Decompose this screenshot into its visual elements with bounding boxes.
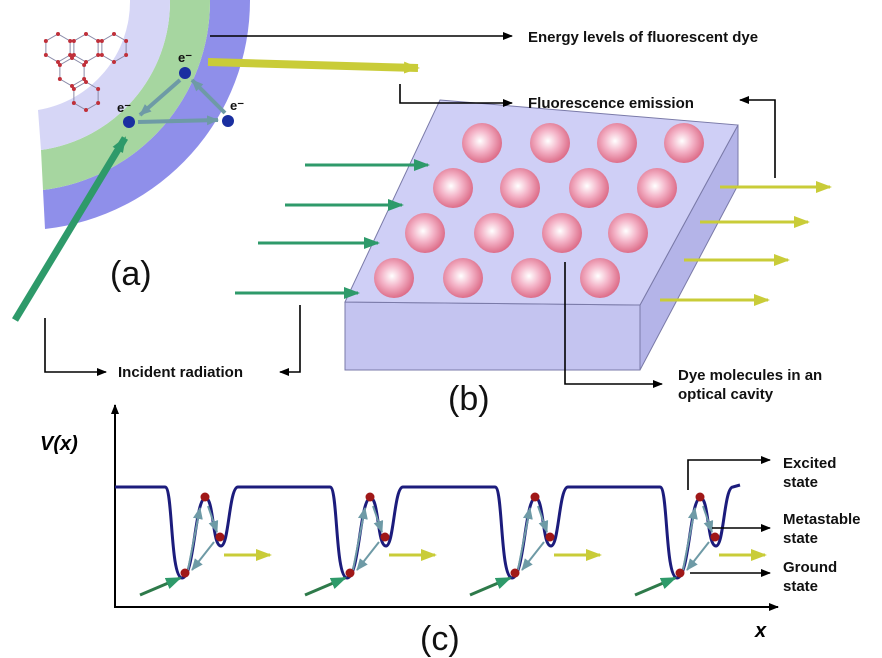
state-dot	[381, 533, 390, 542]
dye-sphere	[443, 258, 483, 298]
dye-sphere	[530, 123, 570, 163]
slab-front	[345, 302, 640, 370]
panel-a: e⁻ e⁻ e⁻ (a)	[15, 0, 418, 320]
state-label: state	[783, 578, 818, 595]
atom	[84, 108, 88, 112]
state-label: state	[783, 530, 818, 547]
atom	[112, 60, 116, 64]
connector	[280, 305, 300, 372]
panel-c: V(x) x Excited state Metastable state Gr…	[40, 405, 861, 658]
atom	[72, 101, 76, 105]
electron-label: e⁻	[117, 100, 131, 115]
panel-label: (a)	[110, 255, 152, 293]
y-axis-label: V(x)	[40, 433, 78, 455]
dye-sphere	[580, 258, 620, 298]
annotation: Incident radiation	[118, 364, 243, 381]
electron	[222, 115, 234, 127]
electron	[123, 116, 135, 128]
dye-sphere	[569, 168, 609, 208]
dye-sphere	[474, 213, 514, 253]
connector	[688, 460, 770, 490]
dye-sphere	[462, 123, 502, 163]
hexagon	[46, 34, 70, 62]
transition-arrow	[192, 542, 214, 570]
atom	[100, 53, 104, 57]
atom	[72, 87, 76, 91]
electron-label: e⁻	[178, 50, 192, 65]
panel-label: (b)	[448, 380, 490, 418]
state-dot	[366, 493, 375, 502]
annotation: Dye molecules in an	[678, 367, 822, 384]
atom	[58, 63, 62, 67]
connector	[740, 100, 775, 178]
connector	[400, 84, 512, 103]
atom	[96, 39, 100, 43]
atom	[96, 87, 100, 91]
state-dot	[531, 493, 540, 502]
hexagon	[60, 58, 84, 86]
excitation-arrow	[635, 578, 675, 595]
atom	[84, 32, 88, 36]
state-dot	[546, 533, 555, 542]
state-label: Excited	[783, 455, 836, 472]
figure: e⁻ e⁻ e⁻ (a) (b) Energy levels of fluore…	[0, 0, 882, 658]
annotation: optical cavity	[678, 386, 774, 403]
atom	[84, 80, 88, 84]
atom	[56, 32, 60, 36]
atom	[112, 32, 116, 36]
atom	[82, 63, 86, 67]
atom	[68, 39, 72, 43]
atom	[70, 56, 74, 60]
transition-arrow	[687, 542, 709, 570]
connector	[45, 318, 106, 372]
panel-label: (c)	[420, 620, 460, 658]
state-label: state	[783, 474, 818, 491]
x-axis-label: x	[754, 620, 767, 642]
dye-sphere	[511, 258, 551, 298]
atom	[124, 39, 128, 43]
wells	[140, 493, 765, 596]
state-dot	[676, 569, 685, 578]
electron-label: e⁻	[230, 98, 244, 113]
dye-sphere	[500, 168, 540, 208]
state-dot	[511, 569, 520, 578]
atom	[100, 39, 104, 43]
dye-sphere	[608, 213, 648, 253]
state-label: Metastable	[783, 511, 861, 528]
state-dot	[346, 569, 355, 578]
dye-sphere	[542, 213, 582, 253]
state-dot	[181, 569, 190, 578]
dye-sphere	[374, 258, 414, 298]
excitation-arrow	[470, 578, 510, 595]
dye-sphere	[664, 123, 704, 163]
state-dot	[696, 493, 705, 502]
atom	[72, 39, 76, 43]
transition-arrow	[357, 542, 379, 570]
state-label: Ground	[783, 559, 837, 576]
transition-arrow	[522, 542, 544, 570]
atom	[96, 101, 100, 105]
excitation-arrow	[305, 578, 345, 595]
state-dot	[711, 533, 720, 542]
dye-sphere	[433, 168, 473, 208]
atom	[58, 77, 62, 81]
excitation-arrow	[140, 578, 180, 595]
dye-sphere	[637, 168, 677, 208]
hexagon	[74, 34, 98, 62]
dye-sphere	[597, 123, 637, 163]
state-dot	[216, 533, 225, 542]
atom	[96, 53, 100, 57]
annotation: Fluorescence emission	[528, 95, 694, 112]
state-dot	[201, 493, 210, 502]
electron	[179, 67, 191, 79]
dye-sphere	[405, 213, 445, 253]
atom	[124, 53, 128, 57]
transition-arrow	[138, 120, 218, 122]
annotation: Energy levels of fluorescent dye	[528, 29, 758, 46]
atom	[44, 53, 48, 57]
atom	[44, 39, 48, 43]
